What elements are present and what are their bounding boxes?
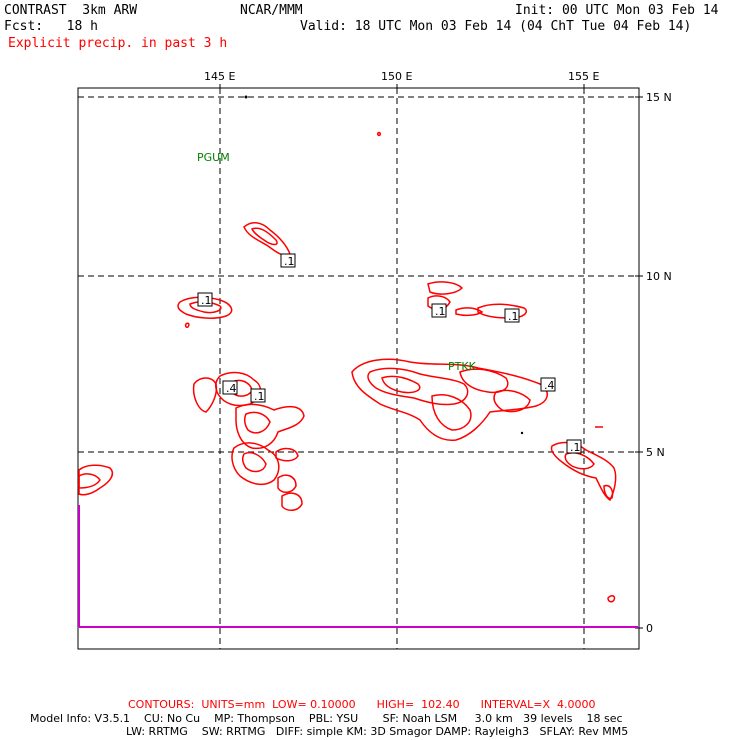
contour-cell — [603, 484, 614, 500]
lat-label-5: 5 N — [646, 446, 665, 459]
field-title: Explicit precip. in past 3 h — [8, 36, 228, 51]
model-info-line-1: Model Info: V3.5.1 CU: No Cu MP: Thompso… — [30, 712, 623, 725]
svg-text:.4: .4 — [544, 379, 555, 392]
lat-label-15: 15 N — [646, 91, 672, 104]
contour-cell — [459, 368, 509, 394]
contour-value-label: .4 — [540, 377, 556, 392]
contour-cell — [231, 442, 280, 486]
contour-cell — [277, 474, 297, 493]
forecast-hour: Fcst: 18 h — [4, 19, 98, 34]
island-marker — [520, 431, 524, 435]
contour-cell — [431, 394, 472, 431]
contours-info: CONTOURS: UNITS=mm LOW= 0.10000 HIGH= 10… — [128, 698, 596, 711]
contour-cell — [427, 281, 464, 295]
svg-text:.1: .1 — [570, 441, 581, 454]
svg-text:.1: .1 — [201, 294, 212, 307]
station-pgum: PGUM — [197, 151, 230, 164]
lon-label-145: 145 E — [204, 70, 235, 83]
model-title: CONTRAST 3km ARW — [4, 3, 138, 18]
contour-value-label: .1 — [280, 253, 296, 268]
lon-label-155: 155 E — [568, 70, 599, 83]
contour-cell — [235, 403, 305, 450]
model-info-line-2: LW: RRTMG SW: RRTMG DIFF: simple KM: 3D … — [126, 725, 629, 738]
cross-section-lines — [78, 505, 638, 628]
contour-cell — [564, 452, 595, 470]
island-marker — [244, 95, 248, 99]
contour-cell — [493, 389, 531, 413]
contour-cell — [243, 222, 291, 257]
contour-cell — [192, 377, 218, 413]
contour-cell — [78, 473, 101, 489]
valid-time: Valid: 18 UTC Mon 03 Feb 14 (04 ChT Tue … — [300, 19, 692, 34]
map-frame — [77, 87, 640, 650]
contour-value-label: .1 — [431, 303, 447, 318]
contour-cell — [550, 441, 617, 502]
contour-cell — [243, 411, 271, 434]
contour-cell — [250, 227, 278, 246]
svg-text:.1: .1 — [435, 305, 446, 318]
contour-cell — [377, 131, 381, 137]
contour-cell — [381, 375, 421, 394]
lon-label-150: 150 E — [381, 70, 412, 83]
contour-cell — [455, 307, 484, 317]
svg-text:.4: .4 — [226, 382, 237, 395]
contour-cell — [351, 358, 548, 441]
contour-value-label: .1 — [197, 292, 213, 307]
lat-label-10: 10 N — [646, 270, 672, 283]
contour-cell — [367, 367, 469, 406]
contour-cell — [477, 303, 528, 319]
contour-cell — [78, 464, 114, 496]
precip-contours — [78, 131, 617, 603]
contour-cell — [607, 595, 616, 603]
contour-value-label: .4 — [222, 380, 238, 395]
svg-text:.1: .1 — [508, 310, 519, 323]
contour-cell — [275, 447, 299, 462]
lat-label-0: 0 — [646, 622, 653, 635]
station-ptkk: PTKK — [448, 360, 477, 373]
contour-cell — [184, 322, 190, 328]
contour-cell — [281, 492, 303, 511]
contour-value-label: .1 — [250, 388, 266, 403]
svg-text:.1: .1 — [284, 255, 295, 268]
contour-value-boxes: .1 .1 .1 .1 .4 .1 .4 .1 — [197, 253, 582, 454]
contour-value-label: .1 — [566, 439, 582, 454]
contour-value-label: .1 — [504, 308, 520, 323]
contour-cell — [241, 452, 267, 473]
svg-text:.1: .1 — [254, 390, 265, 403]
center-name: NCAR/MMM — [240, 3, 303, 18]
init-time: Init: 00 UTC Mon 03 Feb 14 — [515, 3, 719, 18]
